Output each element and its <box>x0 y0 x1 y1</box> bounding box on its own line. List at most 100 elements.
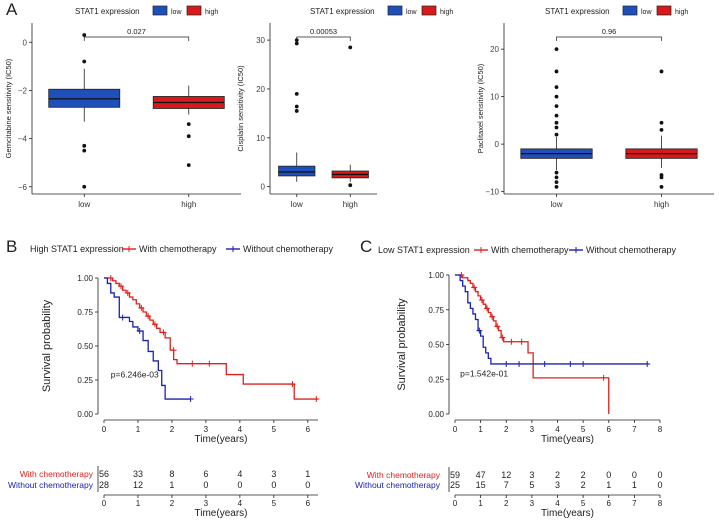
outlier-point <box>294 41 299 46</box>
censor-mark <box>117 283 124 290</box>
y-tick-label: 0.50 <box>428 341 444 350</box>
km-panel-b: High STAT1 expression With chemotherapy Wi… <box>8 244 334 519</box>
legend-censor-mark <box>126 246 132 252</box>
y-tick-label: 20 <box>256 85 265 94</box>
y-tick-label: 0.75 <box>77 308 93 317</box>
outlier-point <box>186 122 191 127</box>
censor-mark <box>189 360 196 367</box>
censor-mark <box>644 360 651 367</box>
outlier-point <box>554 184 559 189</box>
legend-swatch-high <box>186 5 202 16</box>
outlier-point <box>82 143 87 148</box>
outlier-point <box>554 113 559 118</box>
risk-table-x-tick-label: 1 <box>136 499 141 508</box>
km-curve-with-chemotherapy <box>455 274 610 414</box>
censor-mark <box>518 338 525 345</box>
outlier-point <box>659 120 664 125</box>
outlier-point <box>554 125 559 130</box>
censor-mark <box>476 327 483 334</box>
outlier-point <box>554 47 559 52</box>
legend-swatch-low <box>152 5 168 16</box>
y-tick-label: −4 <box>18 135 28 144</box>
outlier-point <box>554 175 559 180</box>
y-tick-label: −6 <box>18 183 28 192</box>
risk-table-count: 59 <box>450 470 460 480</box>
risk-table-count: 12 <box>133 480 143 490</box>
risk-table-count: 2 <box>581 470 586 480</box>
x-tick-label: 2 <box>170 425 175 434</box>
panel-label-a: A <box>6 0 18 19</box>
outlier-point <box>294 109 299 113</box>
outlier-point <box>554 69 559 74</box>
outlier-point <box>186 163 191 167</box>
risk-table-x-tick-label: 0 <box>453 499 458 508</box>
censor-mark <box>478 297 485 304</box>
outlier-point <box>554 104 559 109</box>
censor-mark <box>499 334 506 341</box>
risk-table-x-tick-label: 4 <box>238 499 243 508</box>
risk-table-count: 2 <box>555 470 560 480</box>
risk-table-x-tick-label: 3 <box>204 499 209 508</box>
censor-mark <box>145 313 152 320</box>
risk-table-count: 4 <box>237 469 242 479</box>
y-axis-label: Survival probability <box>396 298 408 391</box>
outlier-point <box>82 33 87 37</box>
x-tick-label: low <box>291 200 303 209</box>
censor-mark <box>119 314 126 321</box>
significance-bracket <box>83 36 190 41</box>
y-tick-label: −10 <box>485 188 499 197</box>
censor-mark <box>313 396 320 403</box>
censor-mark <box>107 275 114 281</box>
risk-table-count: 56 <box>99 469 109 479</box>
risk-table-count: 6 <box>203 469 208 479</box>
risk-table-label-without: Without chemotherapy <box>355 480 441 490</box>
risk-table-label-with: With chemotherapy <box>367 470 441 480</box>
legend-title: STAT1 expression <box>75 7 140 16</box>
y-tick-label: 1.00 <box>428 271 444 280</box>
risk-table-count: 5 <box>529 480 534 490</box>
risk-table-x-tick-label: 0 <box>102 499 107 508</box>
risk-table-count: 0 <box>606 470 611 480</box>
y-tick-label: 30 <box>256 36 265 45</box>
legend-label-without-chemotherapy: Without chemotherapy <box>586 245 677 255</box>
x-tick-label: 3 <box>204 425 209 434</box>
x-tick-label: 8 <box>658 425 663 434</box>
x-axis-label: Time(years) <box>195 434 248 445</box>
y-tick-label: 0 <box>23 38 28 47</box>
risk-table-count: 0 <box>657 480 662 490</box>
outlier-point <box>348 45 353 50</box>
y-axis-label: Cisplatin sensitivity (IC50) <box>236 65 245 152</box>
risk-table-label-without: Without chemotherapy <box>8 480 94 490</box>
risk-table-count: 47 <box>476 470 486 480</box>
censor-mark <box>580 360 587 367</box>
outlier-point <box>554 94 559 99</box>
significance-bracket <box>556 36 662 41</box>
outlier-point <box>659 69 664 74</box>
x-tick-label: 2 <box>504 425 509 434</box>
outlier-point <box>554 180 559 185</box>
risk-table-count: 12 <box>501 470 511 480</box>
risk-table-count: 3 <box>271 469 276 479</box>
legend-title: High STAT1 expression <box>30 244 124 254</box>
risk-table-count: 0 <box>203 480 208 490</box>
censor-mark <box>289 381 296 388</box>
risk-table-count: 1 <box>169 480 174 490</box>
censor-mark <box>567 360 574 367</box>
legend-swatch-high <box>656 5 672 16</box>
censor-mark <box>136 328 143 335</box>
risk-table-count: 0 <box>237 480 242 490</box>
censor-mark <box>494 323 501 330</box>
risk-table-count: 25 <box>450 480 460 490</box>
legend-title: Low STAT1 expression <box>378 245 470 255</box>
outlier-point <box>659 127 664 132</box>
censor-mark <box>600 374 607 381</box>
legend-label-low: low <box>641 9 652 16</box>
risk-table-x-axis-label: Time(years) <box>541 508 594 519</box>
p-value-label: p=1.542e-01 <box>460 368 508 378</box>
risk-table-x-tick-label: 5 <box>581 499 586 508</box>
x-tick-label: 5 <box>581 425 586 434</box>
panel-label-c: C <box>360 237 372 256</box>
y-tick-label: 0.00 <box>77 410 93 419</box>
legend-label-high: high <box>205 9 218 16</box>
